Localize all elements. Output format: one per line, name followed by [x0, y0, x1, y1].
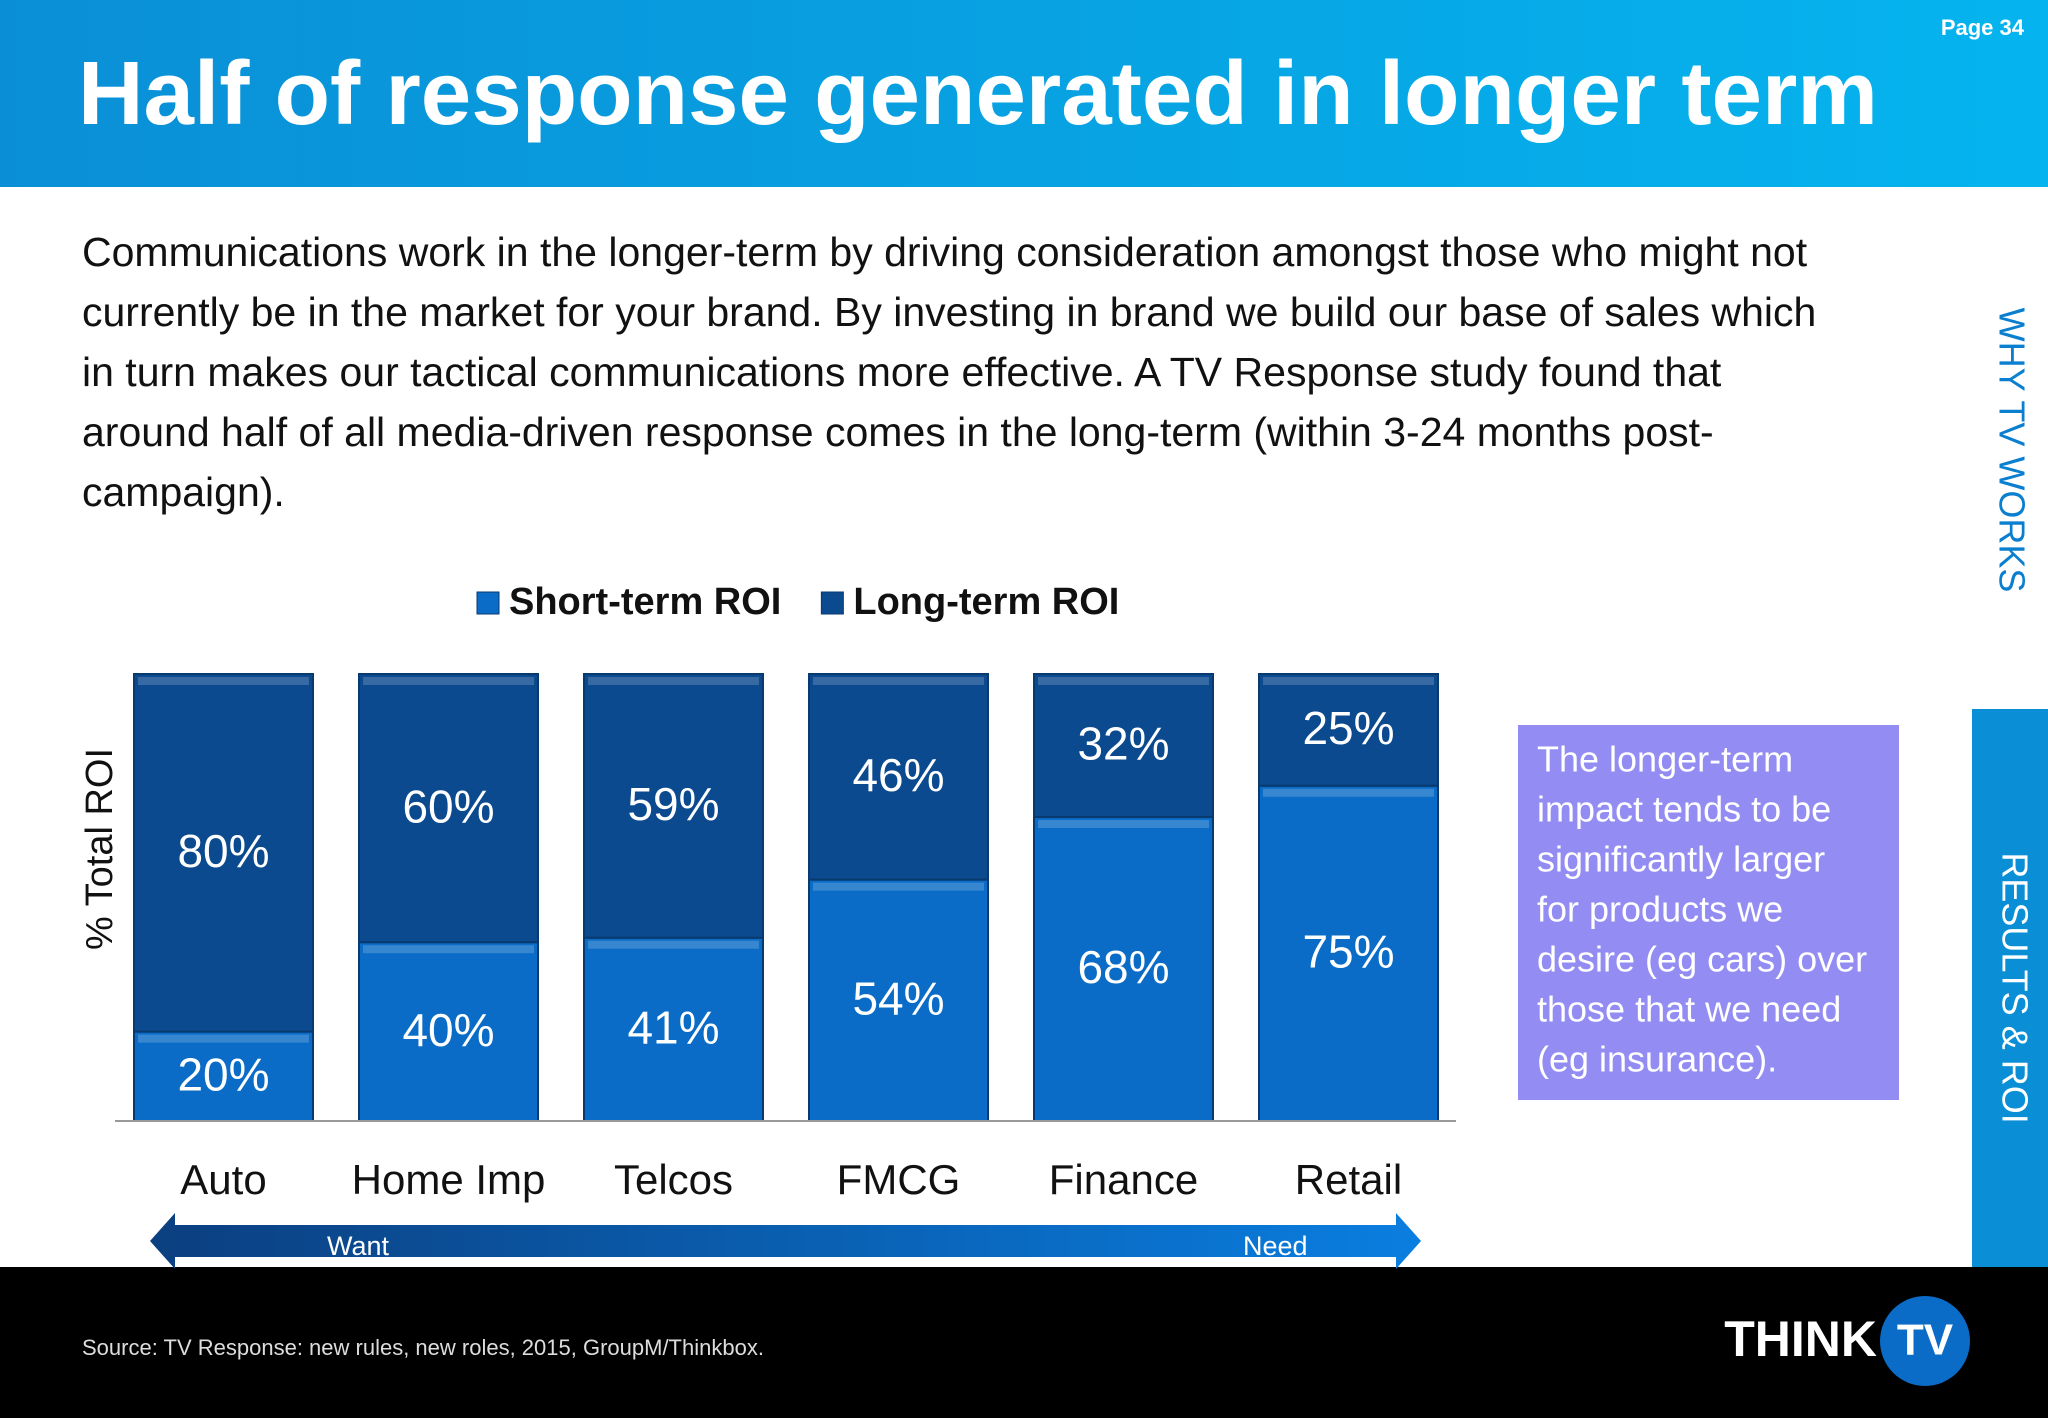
bar-segment [1258, 673, 1439, 787]
legend-label: Long-term ROI [853, 581, 1119, 623]
page-number: Page 34 [1941, 15, 2025, 40]
data-label: 68% [1077, 941, 1169, 993]
bar-segment [1033, 816, 1214, 1122]
want-need-arrow [150, 1213, 1421, 1269]
callout-text: significantly larger [1537, 839, 1825, 880]
x-tick-label: Telcos [614, 1156, 733, 1203]
bar-sheen [138, 1034, 309, 1043]
footer-band [0, 1267, 2048, 1418]
callout-text: for products we [1537, 889, 1783, 930]
body-text: campaign). [82, 469, 285, 515]
arrow-label: Need [1243, 1231, 1308, 1261]
x-tick-label: Auto [180, 1156, 266, 1203]
bar-segment [358, 941, 539, 1123]
bar-sheen [363, 945, 534, 954]
bar-segment [808, 878, 989, 1122]
x-tick-label: Retail [1295, 1156, 1402, 1203]
data-label: 60% [402, 780, 494, 832]
bar-segment [133, 673, 314, 1033]
data-label: 75% [1302, 926, 1394, 978]
x-tick-label: Finance [1049, 1156, 1198, 1203]
bar-sheen [138, 677, 309, 685]
bar-sheen [588, 677, 759, 685]
data-label: 41% [627, 1002, 719, 1054]
bar-segment [1258, 784, 1439, 1122]
callout-text: those that we need [1537, 989, 1841, 1030]
bar-segment [808, 673, 989, 881]
body-text: around half of all media-driven response… [82, 409, 1714, 455]
callout-box [1518, 725, 1899, 1100]
side-tab [1972, 709, 2048, 1267]
callout-text: impact tends to be [1537, 789, 1831, 830]
y-axis-label: % Total ROI [79, 748, 121, 950]
bar-segment [133, 1030, 314, 1122]
body-text: Communications work in the longer-term b… [82, 229, 1808, 275]
data-label: 54% [852, 972, 944, 1024]
bar-sheen [1263, 788, 1434, 797]
title: Half of response generated in longer ter… [78, 44, 1878, 144]
body-text: in turn makes our tactical communication… [82, 349, 1722, 395]
bar-sheen [1263, 677, 1434, 685]
data-label: 59% [627, 778, 719, 830]
header-band [0, 0, 2048, 187]
x-tick-label: FMCG [837, 1156, 961, 1203]
bar-sheen [363, 677, 534, 685]
side-tab-label: RESULTS & ROI [1994, 852, 2035, 1123]
logo-text: TV [1897, 1316, 1954, 1365]
bar-sheen [813, 882, 984, 891]
bar-segment [358, 673, 539, 944]
data-label: 46% [852, 749, 944, 801]
callout-text: The longer-term [1537, 739, 1793, 780]
bar-segment [583, 673, 764, 939]
bar-segment [1033, 673, 1214, 819]
side-tab-label: WHY TV WORKS [1991, 308, 2032, 593]
logo-text: THINK [1724, 1311, 1877, 1367]
data-label: 40% [402, 1004, 494, 1056]
logo-circle [1880, 1296, 1970, 1386]
data-label: 20% [177, 1048, 269, 1100]
bar-sheen [1038, 677, 1209, 685]
source-note: Source: TV Response: new rules, new role… [82, 1335, 764, 1360]
callout-text: (eg insurance). [1537, 1039, 1777, 1080]
callout-text: desire (eg cars) over [1537, 939, 1867, 980]
legend-swatch [820, 591, 844, 615]
body-text: currently be in the market for your bran… [82, 289, 1816, 335]
bar-sheen [588, 940, 759, 949]
data-label: 32% [1077, 718, 1169, 770]
data-label: 80% [177, 825, 269, 877]
bar-sheen [813, 677, 984, 685]
arrow-label: Want [327, 1231, 390, 1261]
x-tick-label: Home Imp [352, 1156, 546, 1203]
bar-sheen [1038, 820, 1209, 829]
data-label: 25% [1302, 702, 1394, 754]
legend-swatch [476, 591, 500, 615]
legend-label: Short-term ROI [509, 581, 781, 623]
